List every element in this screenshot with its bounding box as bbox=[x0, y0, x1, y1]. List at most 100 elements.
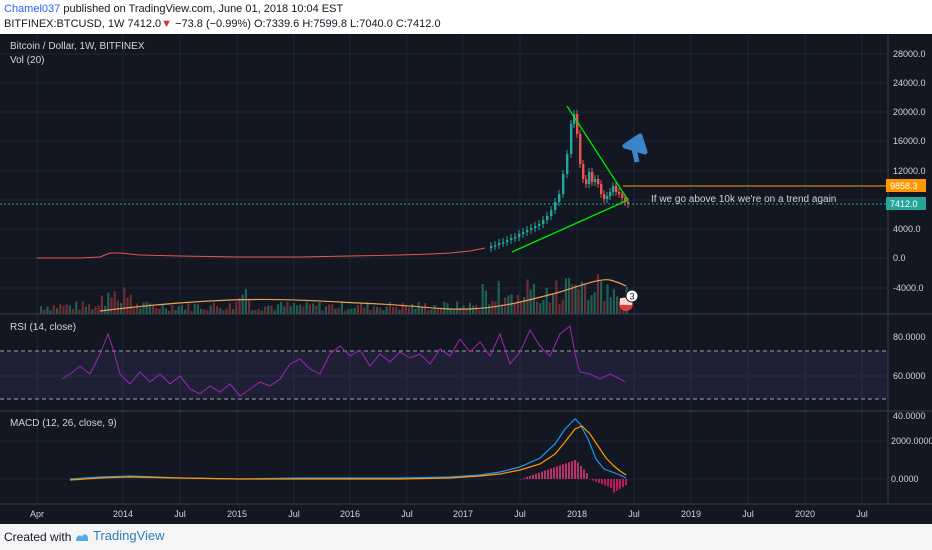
volume-bar bbox=[609, 297, 612, 314]
volume-bar bbox=[520, 302, 523, 314]
volume-bar bbox=[443, 301, 446, 314]
candle-body bbox=[570, 124, 573, 154]
rsi-band bbox=[0, 351, 888, 399]
candle-body bbox=[566, 154, 569, 174]
volume-bar bbox=[315, 306, 318, 314]
time-axis[interactable]: Apr 2014 Jul 2015 Jul 2016 Jul 2017 Jul … bbox=[30, 509, 868, 519]
histogram-bar bbox=[616, 479, 618, 491]
macd-axis[interactable]: 2000.0000 0.0000 bbox=[891, 436, 932, 484]
notification-badge-icon[interactable]: 3 bbox=[619, 289, 639, 311]
rsi-axis[interactable]: 80.0000 60.0000 40.0000 bbox=[893, 332, 926, 421]
candle-body bbox=[603, 194, 606, 199]
tradingview-link[interactable]: TradingView bbox=[74, 528, 165, 543]
volume-bar bbox=[110, 297, 113, 314]
volume-bar bbox=[580, 281, 583, 314]
volume-label: Vol (20) bbox=[10, 55, 44, 66]
time-tick: Jul bbox=[288, 509, 300, 519]
chart-area[interactable]: If we go above 10k we're on a trend agai… bbox=[0, 34, 932, 524]
volume-bar bbox=[337, 307, 340, 314]
arrow-up-icon bbox=[622, 133, 648, 163]
candle-body bbox=[530, 228, 533, 230]
candle-body bbox=[502, 242, 505, 244]
volume-bar bbox=[481, 284, 484, 314]
candle-body bbox=[490, 246, 493, 248]
volume-bar bbox=[72, 309, 75, 314]
histogram-bar bbox=[607, 479, 609, 487]
volume-bar bbox=[152, 305, 155, 314]
volume-bar bbox=[433, 305, 436, 314]
volume-bar bbox=[593, 292, 596, 314]
price-tick: 12000.0 bbox=[893, 166, 926, 176]
candle-body bbox=[494, 245, 497, 247]
volume-bar bbox=[388, 302, 391, 314]
created-with-text: Created with bbox=[4, 530, 72, 544]
volume-bar bbox=[43, 309, 46, 314]
volume-bar bbox=[248, 299, 251, 314]
volume-bar bbox=[334, 309, 337, 314]
candle-body bbox=[591, 172, 594, 182]
time-tick: 2014 bbox=[113, 509, 133, 519]
author-link[interactable]: Chamel037 bbox=[4, 3, 61, 15]
price-tick: 0.0 bbox=[893, 253, 906, 263]
volume-bar bbox=[203, 309, 206, 314]
candle-body bbox=[609, 192, 612, 196]
volume-bar bbox=[529, 289, 532, 314]
volume-bar bbox=[568, 278, 571, 314]
last-price-tag bbox=[886, 197, 926, 210]
volume-bar bbox=[552, 294, 555, 314]
volume-bar bbox=[548, 302, 551, 314]
volume-bar bbox=[600, 281, 603, 314]
volume-bar bbox=[56, 308, 59, 314]
volume-bar bbox=[136, 303, 139, 314]
volume-bar bbox=[129, 294, 132, 314]
candle-body bbox=[546, 216, 549, 220]
volume-bar bbox=[571, 284, 574, 314]
volume-bar bbox=[379, 307, 382, 314]
histogram-bar bbox=[574, 460, 576, 479]
price-axis[interactable]: 28000.0 24000.0 20000.0 16000.0 12000.0 … bbox=[893, 49, 926, 293]
chart-background bbox=[0, 34, 932, 524]
annotation-text[interactable]: If we go above 10k we're on a trend agai… bbox=[651, 194, 836, 205]
volume-bar bbox=[174, 310, 177, 314]
volume-bar bbox=[398, 309, 401, 314]
candle-body bbox=[615, 186, 618, 192]
volume-bar bbox=[184, 309, 187, 314]
candle-body bbox=[562, 174, 565, 194]
volume-bar bbox=[81, 301, 84, 314]
signal-line bbox=[69, 425, 627, 481]
volume-bar bbox=[180, 305, 183, 314]
volume-bar bbox=[516, 294, 519, 314]
candle-body bbox=[612, 186, 615, 192]
volume-bar bbox=[587, 299, 590, 314]
horizontal-grid bbox=[0, 53, 888, 480]
volume-bar bbox=[321, 310, 324, 314]
publish-line: Chamel037 published on TradingView.com, … bbox=[4, 3, 343, 15]
volume-bar bbox=[456, 301, 459, 314]
volume-bar bbox=[254, 310, 257, 314]
volume-bar bbox=[270, 305, 273, 314]
candle-body bbox=[573, 114, 576, 124]
last-price-label: 7412.0 bbox=[890, 199, 918, 209]
rsi-tick: 80.0000 bbox=[893, 332, 926, 342]
volume-bar bbox=[417, 302, 420, 314]
volume-bar bbox=[459, 307, 462, 314]
badge-count: 3 bbox=[629, 292, 634, 302]
histogram-bar bbox=[586, 473, 588, 479]
rsi-pane-title: RSI (14, close) bbox=[10, 322, 76, 333]
volume-bar bbox=[590, 295, 593, 314]
candle-body bbox=[514, 237, 517, 239]
volume-bar bbox=[216, 306, 219, 314]
volume-bar bbox=[225, 308, 228, 314]
volume-bar bbox=[209, 305, 212, 314]
volume-bar bbox=[187, 302, 190, 314]
time-tick: 2017 bbox=[453, 509, 473, 519]
symbol-line: BITFINEX:BTCUSD, 1W 7412.0▼ −73.8 (−0.99… bbox=[4, 18, 441, 30]
volume-bar bbox=[331, 304, 334, 314]
volume-bar bbox=[555, 280, 558, 314]
volume-bar bbox=[561, 299, 564, 314]
volume-bar bbox=[126, 297, 129, 314]
volume-bar bbox=[142, 302, 145, 314]
footer: Created with TradingView bbox=[0, 524, 932, 550]
volume-bar bbox=[475, 304, 478, 314]
time-tick: 2018 bbox=[567, 509, 587, 519]
